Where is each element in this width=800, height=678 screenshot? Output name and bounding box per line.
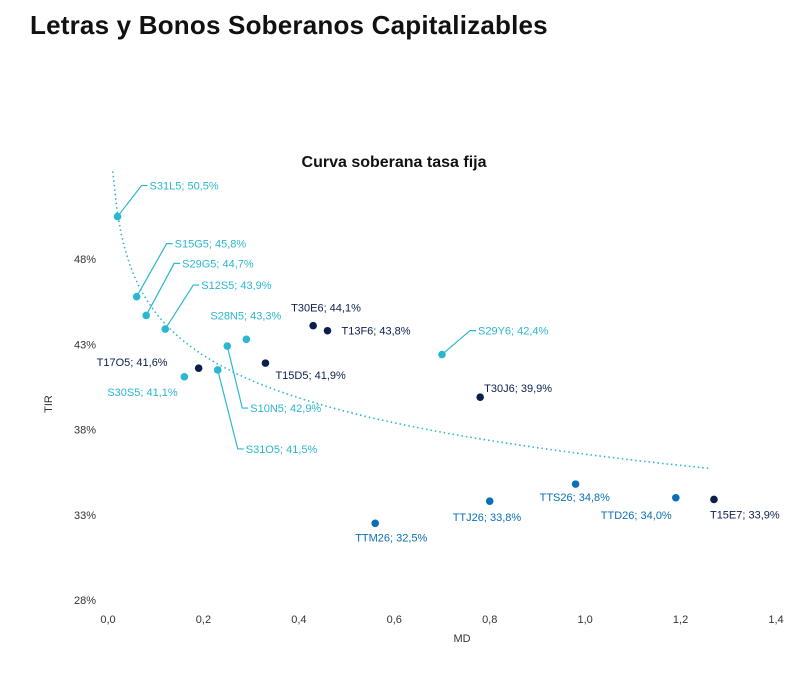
x-tick-label: 1,4 [768,614,783,626]
data-label-s29y6: S29Y6; 42,4% [478,326,549,338]
leader-line-s10n5 [226,345,249,409]
point-t17o5 [194,364,203,373]
chart-title: Curva soberana tasa fija [302,154,487,171]
y-tick-label: 48% [74,254,96,266]
point-s28n5 [242,335,251,344]
point-t15d5 [261,359,270,367]
x-tick-label: 0,4 [291,614,306,626]
data-label-s15g5: S15G5; 45,8% [175,239,247,251]
data-label-t30e6: T30E6; 44,1% [291,303,361,315]
x-axis: 0,0 0,2 0,4 0,6 0,8 1,0 1,2 1,4 [100,614,783,626]
y-axis-label: TIR [43,395,55,413]
leader-line-s29g5 [145,262,181,316]
data-label-t15e7: T15E7; 33,9% [710,509,780,521]
leader-line-s31l5 [117,184,148,217]
data-label-ttm26: TTM26; 32,5% [355,532,427,544]
data-label-s10n5: S10N5; 42,9% [250,403,321,415]
point-s31o5 [213,366,222,374]
point-t30e6 [309,321,317,330]
leader-lines [117,184,476,450]
point-t30j6 [476,393,484,402]
data-label-t30j6: T30J6; 39,9% [484,383,552,395]
data-label-ttd26: TTD26; 34,0% [601,510,672,522]
data-label-s31o5: S31O5; 41,5% [246,444,318,456]
data-label-tts26: TTS26; 34,8% [540,492,611,504]
point-ttj26 [485,497,494,505]
point-ttm26 [371,519,380,528]
leader-line-s29y6 [441,330,476,356]
data-label-t15d5: T15D5; 41,9% [275,370,346,382]
x-tick-label: 0,6 [387,614,402,626]
point-s15g5 [132,292,141,301]
data-label-s28n5: S28N5; 43,3% [210,310,281,322]
data-label-t17o5: T17O5; 41,6% [97,357,168,369]
point-s30s5 [180,372,189,381]
y-tick-label: 38% [74,425,96,437]
y-tick-label: 33% [74,510,96,522]
point-t15e7 [710,495,718,504]
y-tick-label: 43% [74,339,96,351]
data-label-s12s5: S12S5; 43,9% [201,280,272,292]
point-s10n5 [223,342,232,350]
point-s29g5 [142,311,150,320]
data-label-s31l5: S31L5; 50,5% [150,181,219,193]
x-tick-label: 0,0 [100,614,115,626]
x-axis-label: MD [453,633,470,645]
point-s12s5 [161,325,170,333]
point-s29y6 [438,350,446,359]
leader-line-s31o5 [217,369,244,450]
trendline [112,171,710,470]
x-tick-label: 1,2 [673,614,688,626]
data-label-t13f6: T13F6; 43,8% [341,326,410,338]
point-s31l5 [113,212,122,221]
y-tick-label: 28% [74,595,96,607]
x-tick-label: 0,2 [196,614,211,626]
data-label-s29g5: S29G5; 44,7% [182,258,254,270]
data-label-s30s5: S30S5; 41,1% [107,387,178,399]
point-ttd26 [672,493,680,502]
leader-line-s15g5 [136,243,173,297]
point-t13f6 [323,326,332,335]
point-tts26 [571,480,580,488]
leader-line-s12s5 [164,284,200,330]
data-label-ttj26: TTJ26; 33,8% [453,512,522,524]
data-points [113,212,718,528]
data-labels: S31L5; 50,5% S15G5; 45,8% S29G5; 44,7% S12S… [97,181,780,545]
x-tick-label: 1,0 [577,614,592,626]
page-title: Letras y Bonos Soberanos Capitalizables [30,10,548,40]
y-axis: 28% 33% 38% 43% 48% [74,254,96,607]
x-tick-label: 0,8 [482,614,497,626]
